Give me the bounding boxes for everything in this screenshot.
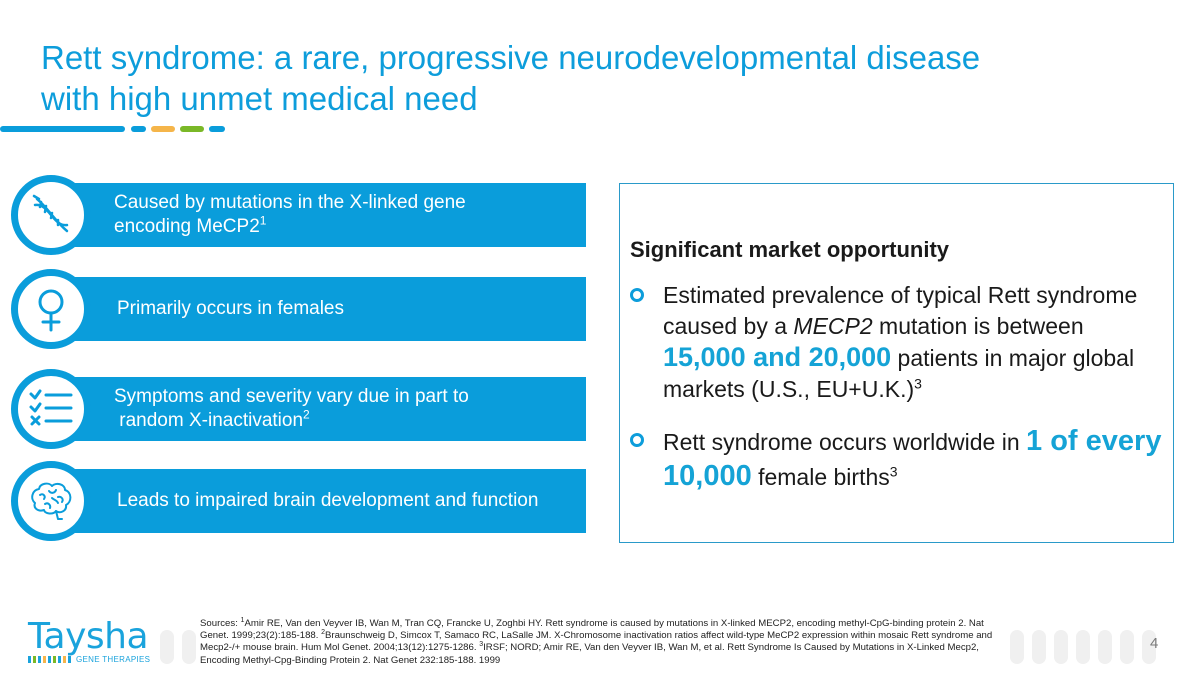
feature-text: Caused by mutations in the X-linked gene… xyxy=(114,191,466,239)
brain-icon-badge xyxy=(11,461,91,541)
circle-bullet-icon xyxy=(630,433,644,447)
feature-bar-females: Primarily occurs in females xyxy=(70,277,586,341)
footnote-ref: 1 xyxy=(259,213,267,228)
footnote-ref: 3 xyxy=(914,375,922,392)
footnote-ref: 3 xyxy=(889,463,898,480)
feature-bar-brain: Leads to impaired brain development and … xyxy=(70,469,586,533)
title-line-2: with high unmet medical need xyxy=(41,80,478,117)
female-symbol-icon xyxy=(38,289,64,332)
feature-line-1: Caused by mutations in the X-linked gene xyxy=(114,192,466,213)
market-item-incidence: Rett syndrome occurs worldwide in 1 of e… xyxy=(663,425,1162,492)
logo-wordmark: Taysha xyxy=(28,616,149,657)
page-number: 4 xyxy=(1150,635,1159,652)
feature-text: Leads to impaired brain development and … xyxy=(117,490,539,511)
checklist-icon-badge xyxy=(11,369,91,449)
feature-bar-symptoms: Symptoms and severity vary due in part t… xyxy=(70,377,586,441)
rule-segment-blue-end xyxy=(209,126,225,132)
market-opportunity-panel: Significant market opportunity Estimated… xyxy=(619,183,1174,543)
rule-segment-long xyxy=(0,126,125,132)
feature-line-1: Symptoms and severity vary due in part t… xyxy=(114,386,469,407)
feature-line-2: encoding MeCP21 xyxy=(114,213,267,237)
market-heading: Significant market opportunity xyxy=(630,237,950,262)
brain-icon xyxy=(31,482,72,520)
footnote-ref: 2 xyxy=(303,407,310,422)
feature-bar-genetic-cause: Caused by mutations in the X-linked gene… xyxy=(70,183,586,247)
checklist-icon xyxy=(29,389,73,426)
footer-watermark-right xyxy=(1010,630,1156,664)
dna-icon xyxy=(32,194,69,233)
logo-subline: GENE THERAPIES xyxy=(28,655,153,664)
gene-name-italic: MECP2 xyxy=(793,313,873,339)
sources-footnote: Sources: 1Amir RE, Van den Veyver IB, Wa… xyxy=(200,616,993,666)
feature-text: Symptoms and severity vary due in part t… xyxy=(114,385,469,433)
feature-text: Primarily occurs in females xyxy=(117,298,344,319)
logo-tagline: GENE THERAPIES xyxy=(76,655,151,664)
prevalence-highlight: 15,000 and 20,000 xyxy=(663,342,892,372)
incidence-highlight: 1 of every 10,000 xyxy=(663,425,1162,492)
female-symbol-icon-badge xyxy=(11,269,91,349)
rule-segment-orange xyxy=(151,126,175,132)
taysha-logo: Taysha GENE THERAPIES xyxy=(28,616,153,664)
market-item-prevalence: Estimated prevalence of typical Rett syn… xyxy=(663,282,1138,402)
slide-title: Rett syndrome: a rare, progressive neuro… xyxy=(41,37,1141,119)
title-line-1: Rett syndrome: a rare, progressive neuro… xyxy=(41,39,981,76)
circle-bullet-icon xyxy=(630,288,644,302)
rule-segment-blue xyxy=(131,126,146,132)
feature-line-2: random X-inactivation2 xyxy=(114,407,310,431)
dna-icon-badge xyxy=(11,175,91,255)
logo-color-bars-icon xyxy=(28,656,71,663)
rule-segment-green xyxy=(180,126,204,132)
footer-watermark-left xyxy=(160,630,196,664)
